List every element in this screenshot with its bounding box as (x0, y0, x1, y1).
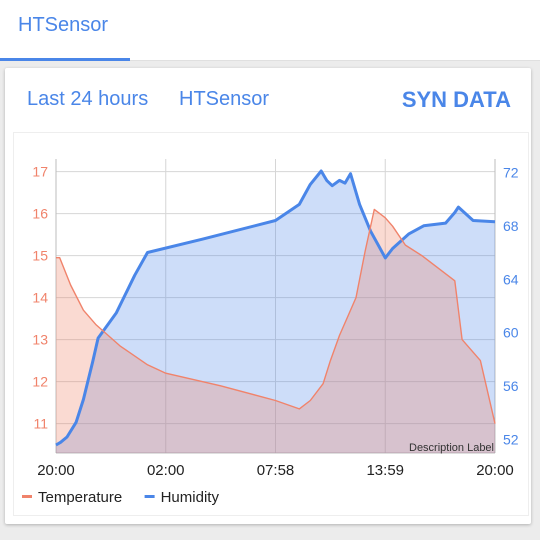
legend-label: Temperature (38, 489, 122, 506)
legend-item-temperature: Temperature (22, 489, 122, 506)
tab-htsensor[interactable]: HTSensor (0, 0, 130, 61)
x-tick-label: 02:00 (147, 462, 185, 479)
legend-swatch (22, 495, 32, 498)
left-tick-label: 16 (32, 206, 48, 222)
tab-bar: HTSensor (0, 0, 540, 61)
humidity-line (55, 169, 496, 447)
humidity-area (56, 171, 495, 453)
left-tick-label: 11 (33, 416, 48, 432)
x-tick-label: 13:59 (366, 462, 404, 479)
legend-item-humidity: Humidity (144, 489, 220, 506)
right-tick-label: 52 (503, 432, 519, 448)
right-tick-label: 56 (503, 378, 519, 394)
legend-swatch (144, 495, 155, 498)
chart: 11 12 13 14 15 16 17 52 56 60 64 68 72 20:00 02:00 07… (22, 159, 519, 506)
sync-data-button[interactable]: SYN DATA (401, 87, 511, 112)
left-axis-ticks: 11 12 13 14 15 16 17 (32, 164, 48, 432)
legend: Temperature Humidity (22, 489, 219, 506)
temperature-area (56, 209, 495, 453)
sensor-label: HTSensor (179, 88, 270, 110)
chart-areas (56, 171, 495, 453)
right-axis-ticks: 52 56 60 64 68 72 (503, 164, 519, 447)
chart-lines (55, 169, 496, 447)
legend-label: Humidity (161, 489, 220, 506)
right-tick-label: 64 (503, 271, 519, 287)
left-tick-label: 17 (32, 164, 48, 180)
description-label: Description Label (409, 442, 494, 454)
chart-grid (55, 159, 496, 454)
x-axis-ticks: 20:00 02:00 07:58 13:59 20:00 (37, 462, 514, 479)
right-tick-label: 68 (503, 218, 519, 234)
left-tick-label: 14 (32, 290, 48, 306)
temperature-line (56, 208, 496, 424)
x-tick-label: 20:00 (476, 462, 514, 479)
left-tick-label: 15 (32, 248, 48, 264)
x-tick-label: 20:00 (37, 462, 75, 479)
sensor-card: Last 24 hours HTSensor SYN DATA 11 12 13 14… (5, 68, 531, 524)
left-tick-label: 12 (32, 374, 48, 390)
x-tick-label: 07:58 (257, 462, 295, 479)
chart-container: 11 12 13 14 15 16 17 52 56 60 64 68 72 20:00 02:00 07… (13, 132, 529, 516)
right-tick-label: 60 (503, 325, 519, 341)
tab-label: HTSensor (18, 14, 109, 36)
tab-indicator (0, 58, 130, 61)
right-tick-label: 72 (503, 164, 519, 180)
left-tick-label: 13 (32, 332, 48, 348)
period-label: Last 24 hours (27, 88, 149, 110)
